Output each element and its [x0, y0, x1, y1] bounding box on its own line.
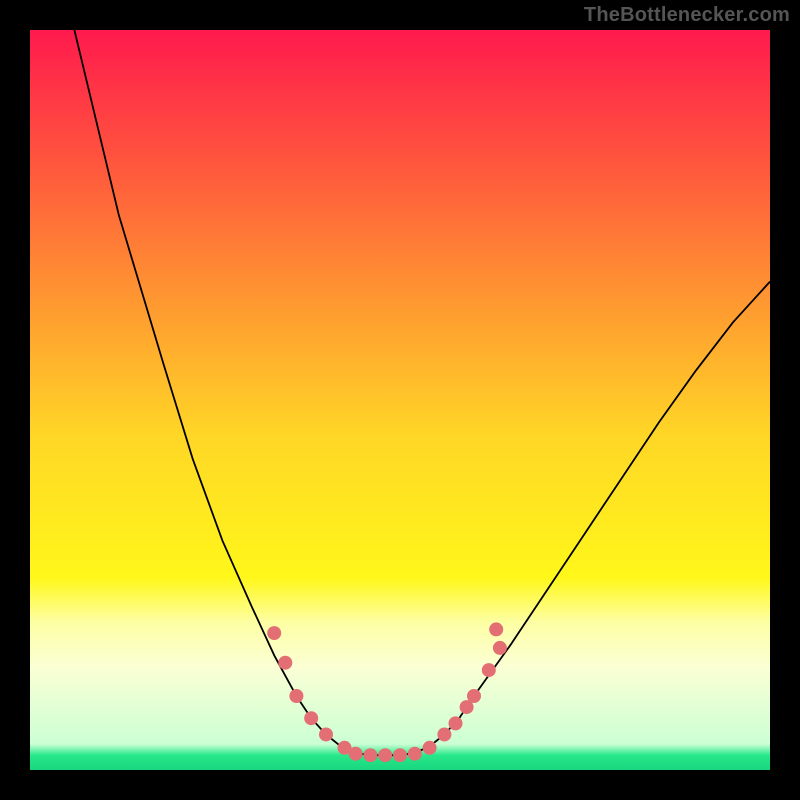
data-marker	[278, 656, 292, 670]
data-marker	[493, 641, 507, 655]
data-marker	[289, 689, 303, 703]
data-marker	[267, 626, 281, 640]
data-marker	[408, 747, 422, 761]
watermark-text: TheBottlenecker.com	[584, 4, 790, 27]
gradient-background	[30, 30, 770, 770]
plot-area	[30, 30, 770, 770]
data-marker	[467, 689, 481, 703]
data-marker	[319, 727, 333, 741]
data-marker	[304, 711, 318, 725]
data-marker	[423, 741, 437, 755]
data-marker	[449, 716, 463, 730]
data-marker	[363, 748, 377, 762]
data-marker	[482, 663, 496, 677]
data-marker	[489, 622, 503, 636]
data-marker	[393, 748, 407, 762]
chart-outer-frame: TheBottlenecker.com	[0, 0, 800, 800]
data-marker	[378, 748, 392, 762]
data-marker	[437, 727, 451, 741]
chart-svg	[30, 30, 770, 770]
data-marker	[349, 747, 363, 761]
